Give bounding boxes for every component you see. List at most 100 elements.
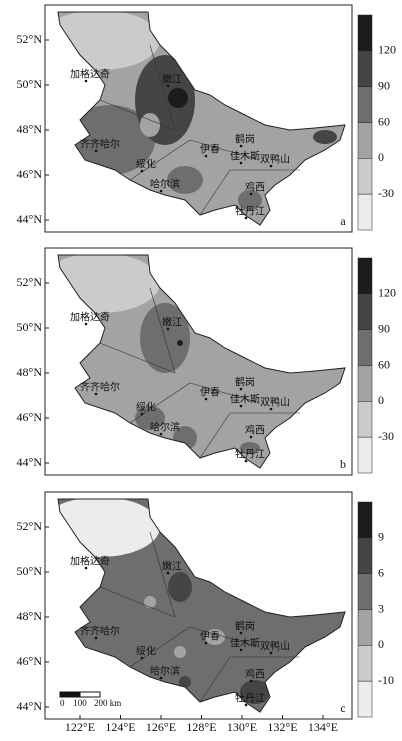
shade-region [75,358,145,408]
city-label: 双鸭山 [260,639,290,652]
city-label: 鸡西 [245,423,265,436]
station-dot [244,216,248,220]
colorbar-segment [357,293,373,330]
colorbar-label: 60 [378,357,390,371]
colorbar-segment [357,50,373,87]
lat-label: 46°N [17,167,43,181]
shade-region [135,406,165,430]
city-label: 牡丹江 [235,691,265,704]
colorbar-segment [357,257,373,295]
shade-region [177,340,183,346]
colorbar-label: 3 [378,601,384,615]
station-dot [269,164,273,168]
shade-region [240,442,260,454]
lat-label: 46°N [17,410,43,424]
station-dot [239,631,243,635]
colorbar-segment [357,680,373,718]
station-dot [204,154,208,158]
lon-label: 124°E [105,720,135,734]
district-border [189,382,261,404]
city-label: 鸡西 [245,667,265,680]
district-border [149,531,176,618]
colorbar-label: 120 [378,43,396,57]
station-dot [140,656,144,660]
shade-region [313,130,337,144]
city-label: 鸡西 [245,180,265,193]
district-border [99,586,176,618]
colorbar-segment [357,609,373,646]
colorbar-label: 0 [378,150,384,164]
city-label: 绥化 [136,400,156,413]
station-dot [239,648,243,652]
scale-bar-black [59,691,81,698]
shade-region [179,676,191,688]
colorbar-label: 120 [378,286,396,300]
colorbar-segment [357,537,373,574]
lat-label: 52°N [17,519,43,533]
city-label: 绥化 [136,644,156,657]
lat-label: 50°N [17,77,43,91]
station-dot [94,392,98,396]
station-dot [204,397,208,401]
shade-region [238,190,262,210]
lat-label: 50°N [17,564,43,578]
panel-label: a [340,214,346,228]
station-dot [159,676,163,680]
city-label: 齐齐哈尔 [80,624,120,637]
city-label: 齐齐哈尔 [80,380,120,393]
colorbar-segment [357,122,373,159]
district-border [129,382,191,424]
colorbar-label: 9 [378,530,384,544]
colorbar-segment [357,14,373,52]
city-label: 鹤岗 [235,132,255,145]
lat-label: 44°N [17,699,43,713]
city-label: 绥化 [136,157,156,170]
lat-label: 48°N [17,609,43,623]
city-label: 佳木斯 [230,392,260,405]
city-label: 伊春 [200,386,220,398]
colorbar-label: -30 [378,186,394,200]
station-dot [249,192,253,196]
city-label: 佳木斯 [230,636,260,649]
lon-label: 128°E [186,720,216,734]
station-dot [84,79,88,83]
city-label: 哈尔滨 [150,420,180,433]
station-dot [239,404,243,408]
lat-label: 48°N [17,122,43,136]
lat-label: 52°N [17,32,43,46]
station-dot [239,387,243,391]
station-dot [204,641,208,645]
district-border [99,342,176,374]
city-label: 伊春 [200,143,220,155]
colorbar-segment [357,573,373,610]
scale-label: 200 km [94,698,121,708]
lon-label: 134°E [308,720,338,734]
district-border [149,44,176,131]
scale-label: 100 [73,698,87,708]
city-label: 双鸭山 [260,152,290,165]
lat-label: 50°N [17,320,43,334]
station-dot [159,432,163,436]
colorbar-segment [357,158,373,195]
colorbar-label: -30 [378,429,394,443]
station-dot [140,412,144,416]
station-dot [239,144,243,148]
city-label: 鹤岗 [235,375,255,388]
district-border [129,139,191,181]
city-label: 哈尔滨 [150,664,180,677]
colorbar-label: 90 [378,321,390,335]
scale-label: 0 [60,698,65,708]
district-border [189,139,261,161]
lon-label: 122°E [65,720,95,734]
district-border [99,99,176,131]
colorbar-segment [357,436,373,474]
station-dot [166,571,170,575]
colorbar-segment [357,365,373,402]
colorbar-label: 6 [378,565,384,579]
shade-region [168,88,188,108]
shade-region [65,105,155,175]
shade-region [174,646,186,658]
colorbar-segment [357,86,373,123]
